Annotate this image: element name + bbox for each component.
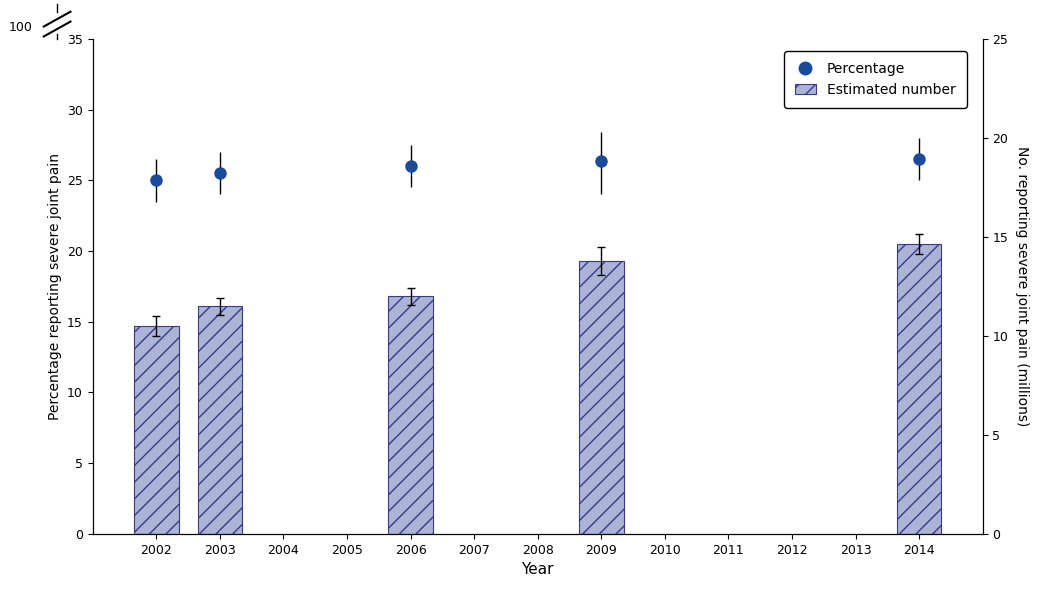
X-axis label: Year: Year [522,562,554,577]
Text: 100: 100 [8,21,32,34]
Bar [197,306,242,534]
Y-axis label: Percentage reporting severe joint pain: Percentage reporting severe joint pain [48,153,62,420]
Bar [135,326,178,534]
Legend: Percentage, Estimated number: Percentage, Estimated number [784,51,967,108]
Y-axis label: No. reporting severe joint pain (millions): No. reporting severe joint pain (million… [1015,146,1029,427]
Bar [388,296,433,534]
Bar [579,261,624,534]
Bar [897,244,942,534]
